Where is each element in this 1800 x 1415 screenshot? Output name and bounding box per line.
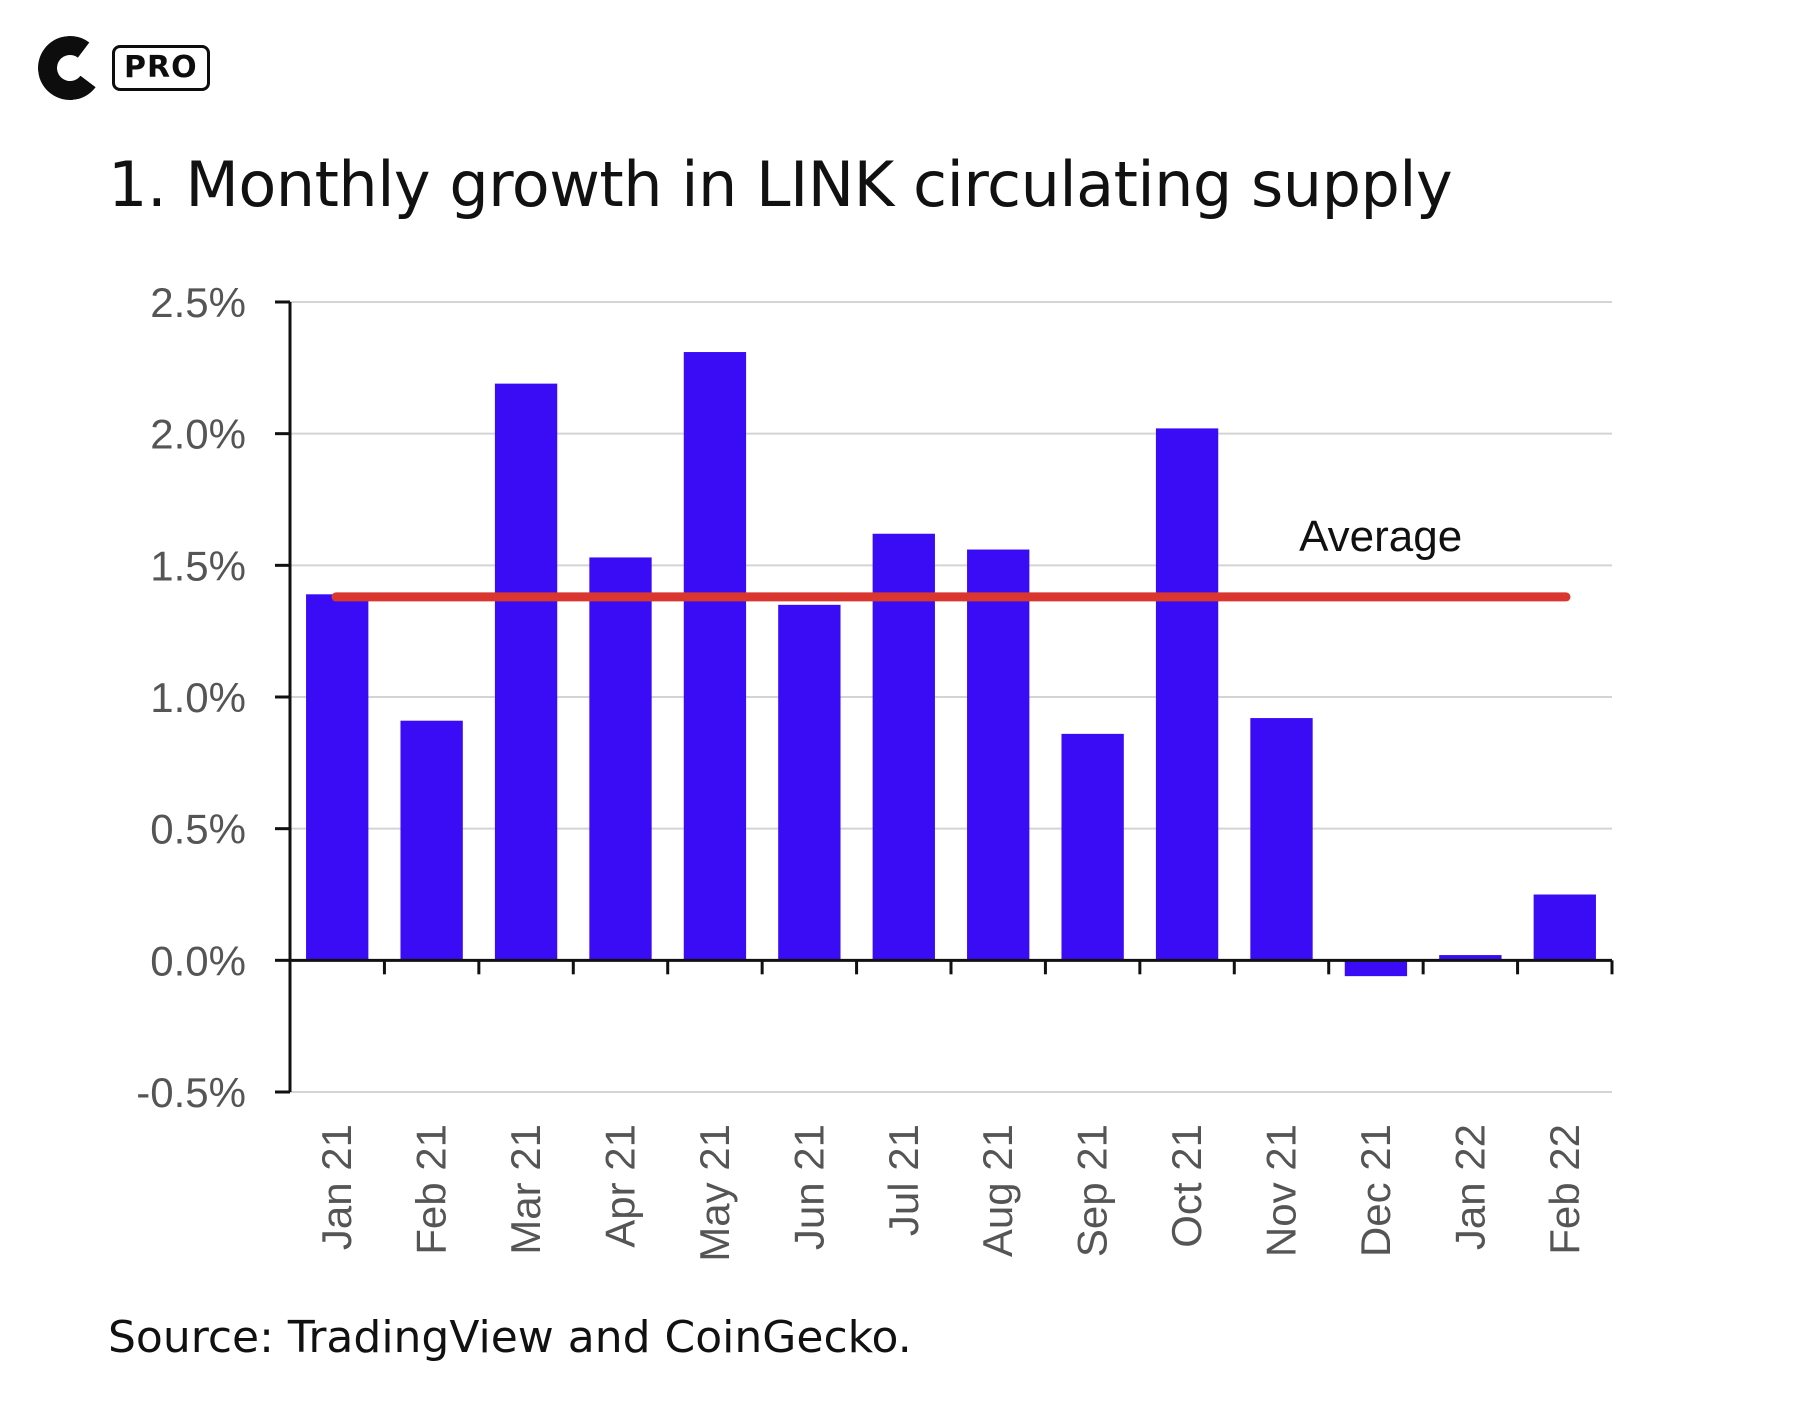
source-note: Source: TradingView and CoinGecko. [108,1312,912,1363]
y-tick-label: 1.5% [150,542,246,589]
x-tick-label: Sep 21 [1069,1124,1116,1257]
average-label: Average [1299,512,1462,561]
x-tick-label: Jan 21 [313,1124,360,1250]
x-tick-label: Jun 21 [785,1124,832,1250]
y-tick-label: 1.0% [150,674,246,721]
x-tick-label: Mar 21 [502,1124,549,1255]
bar [589,557,652,961]
bar [1344,960,1408,977]
bar [1061,733,1124,961]
y-tick-label: 2.5% [150,279,246,326]
y-tick-label: -0.5% [136,1069,246,1116]
y-tick-label: 0.5% [150,806,246,853]
x-tick-label: Dec 21 [1352,1124,1399,1257]
chart-title: 1. Monthly growth in LINK circulating su… [108,148,1453,221]
bar [1533,894,1596,961]
bar [683,352,747,961]
bar [1250,718,1313,961]
x-tick-label: Jul 21 [880,1124,927,1236]
bar [872,533,935,961]
y-tick-label: 2.0% [150,411,246,458]
brand-logo: PRO [33,31,210,105]
x-tick-label: Apr 21 [597,1124,644,1248]
x-tick-label: Jan 22 [1446,1124,1493,1250]
x-tick-label: Oct 21 [1163,1124,1210,1248]
bar-chart: -0.5% 0.0% 0.5% 1.0% 1.5% 2.0% 2.5% Average Jan … [136,279,1614,1262]
bar [1439,955,1502,961]
bar [1155,428,1219,961]
bar [778,604,841,961]
x-tick-label: Feb 21 [408,1124,455,1255]
pro-badge: PRO [112,45,210,91]
x-tick-label: May 21 [691,1124,738,1262]
x-tick-label: Feb 22 [1541,1124,1588,1255]
x-tick-label: Aug 21 [974,1124,1021,1257]
y-tick-label: 0.0% [150,937,246,984]
bar [400,720,463,961]
bar [967,549,1030,961]
bar [306,594,369,961]
bar [494,383,558,961]
x-tick-label: Nov 21 [1258,1124,1305,1257]
